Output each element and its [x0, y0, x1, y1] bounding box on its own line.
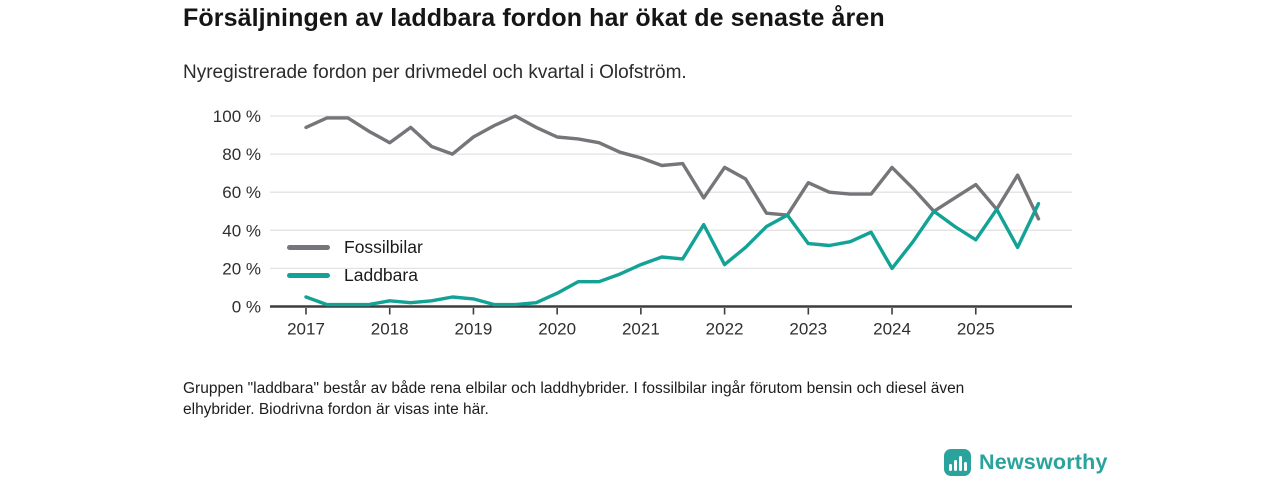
newsworthy-logo: Newsworthy	[944, 449, 1108, 476]
x-tick-label: 2025	[957, 320, 995, 339]
y-tick-label: 20 %	[222, 259, 261, 278]
legend-label-fossilbilar: Fossilbilar	[344, 237, 423, 257]
y-tick-label: 0 %	[232, 298, 261, 317]
x-tick-label: 2019	[455, 320, 493, 339]
footnote: Gruppen "laddbara" består av både rena e…	[183, 379, 1083, 420]
y-tick-label: 100 %	[213, 107, 261, 126]
x-tick-label: 2022	[706, 320, 744, 339]
footnote-line-1: Gruppen "laddbara" består av både rena e…	[183, 380, 965, 397]
x-tick-label: 2024	[873, 320, 911, 339]
legend: Fossilbilar Laddbara	[287, 237, 423, 285]
chart-subtitle: Nyregistrerade fordon per drivmedel och …	[183, 62, 687, 83]
bar-chart-icon-bar	[953, 460, 957, 471]
y-tick-label: 40 %	[222, 221, 261, 240]
y-tick-label: 80 %	[222, 145, 261, 164]
bar-chart-icon-bar	[963, 462, 967, 471]
bar-chart-icon-bar	[948, 464, 952, 471]
legend-item-fossilbilar: Fossilbilar	[287, 237, 423, 257]
fossilbilar-line-swatch	[287, 245, 330, 250]
x-tick-label: 2023	[789, 320, 827, 339]
x-tick-label: 2018	[371, 320, 409, 339]
bar-chart-icon	[944, 449, 971, 476]
newsworthy-logo-text: Newsworthy	[979, 450, 1108, 474]
series-line-laddbara	[304, 201, 1041, 307]
y-tick-label: 60 %	[222, 183, 261, 202]
series-line-fossilbilar	[304, 114, 1041, 221]
x-tick-label: 2017	[287, 320, 325, 339]
legend-item-laddbara: Laddbara	[287, 265, 423, 285]
x-tick-label: 2020	[538, 320, 576, 339]
x-tick-label: 2021	[622, 320, 660, 339]
footnote-line-2: elhybrider. Biodrivna fordon är visas in…	[183, 400, 489, 418]
legend-label-laddbara: Laddbara	[344, 265, 418, 285]
laddbara-line-swatch	[287, 273, 330, 278]
line-chart: 0 % 20 % 40 % 60 % 80 % 100 % 2017 2018 2019 2020…	[213, 107, 1072, 339]
page-title: Försäljningen av laddbara fordon har öka…	[183, 4, 885, 32]
bar-chart-icon-bar	[958, 456, 962, 471]
